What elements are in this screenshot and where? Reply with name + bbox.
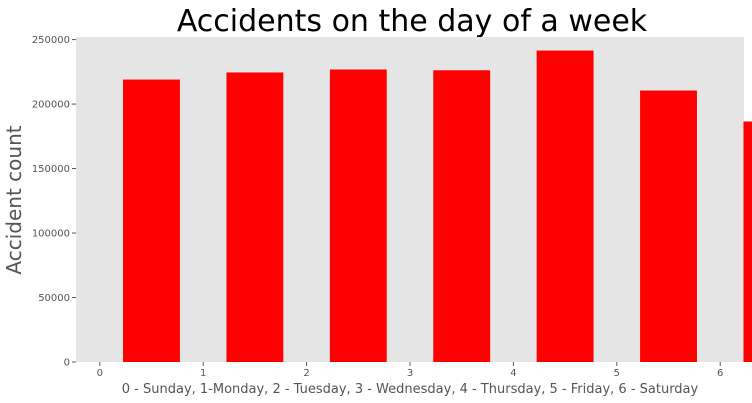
y-tick-label: 250000 [32,35,70,46]
bar-0 [123,79,180,362]
x-tick-label: 0 [97,368,103,379]
x-tick-label: 4 [510,368,516,379]
bar-2 [329,69,387,362]
bar-6 [743,121,752,362]
bar-4 [536,50,594,362]
y-axis-label: Accident count [2,125,26,274]
y-axis-ticks: 0 50000 100000 150000 200000 250000 [32,35,76,369]
y-tick-label: 150000 [32,164,70,175]
x-tick-label: 2 [303,368,309,379]
plot-area [76,37,744,362]
x-tick-label: 5 [614,368,620,379]
bar-5 [640,90,697,363]
y-tick-label: 100000 [32,229,70,240]
x-axis-label: 0 - Sunday, 1-Monday, 2 - Tuesday, 3 - W… [122,382,699,397]
y-tick-label: 0 [64,358,70,369]
x-tick-label: 3 [407,368,413,379]
x-tick-label: 6 [717,368,723,379]
x-axis-ticks: 0 1 2 3 4 5 6 [97,362,723,379]
y-tick-label: 50000 [38,293,70,304]
bar-1 [226,72,284,362]
y-tick-label: 200000 [32,100,70,111]
chart-title: Accidents on the day of a week [177,4,648,39]
bar-3 [433,70,491,363]
x-tick-label: 1 [200,368,206,379]
bars-group [123,50,752,363]
